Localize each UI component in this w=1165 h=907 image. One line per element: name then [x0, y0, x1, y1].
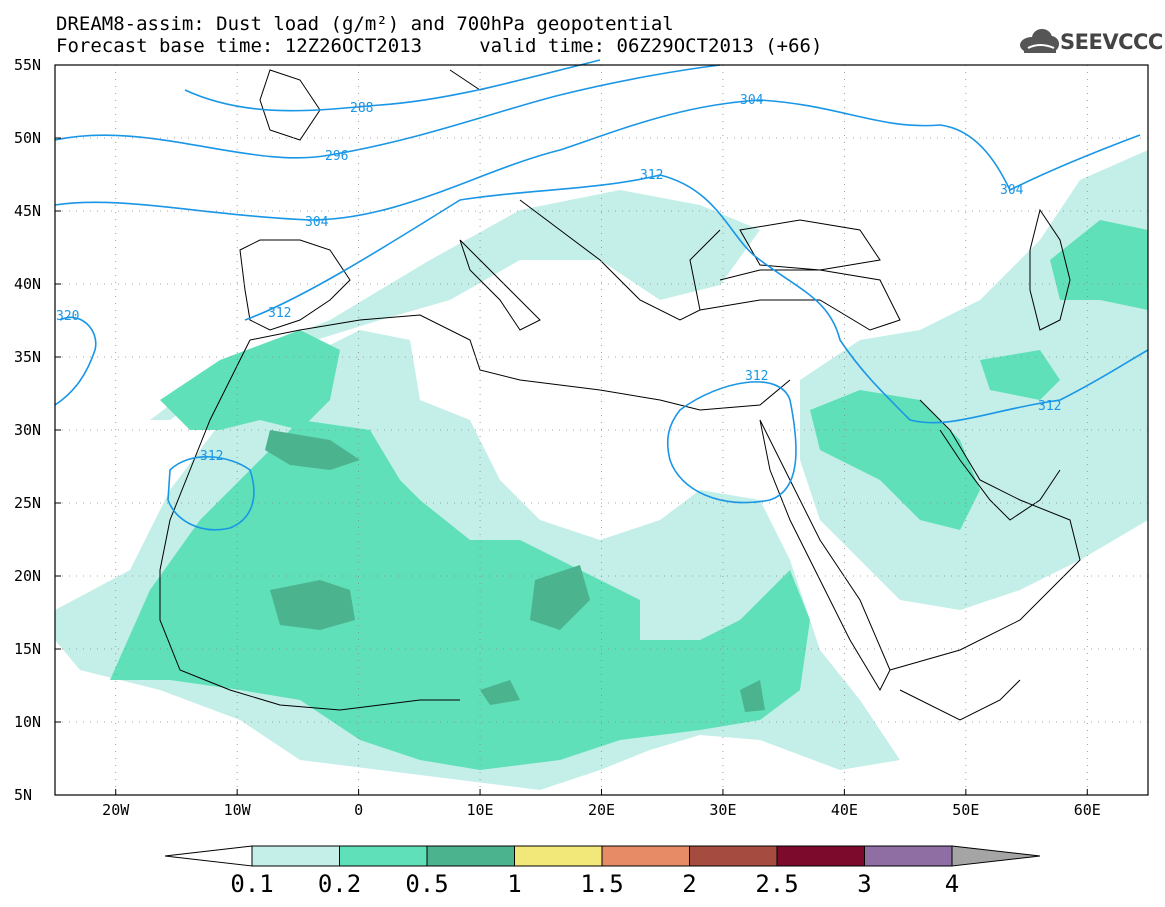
contour-288	[184, 59, 601, 112]
lat-label: 10N	[14, 713, 42, 731]
coastline-turkey	[699, 269, 901, 331]
seevccc-logo	[1020, 29, 1059, 53]
colorbar-label: 1.5	[580, 870, 624, 898]
colorbar-swatch	[251, 845, 340, 867]
contour-label: 320	[56, 309, 79, 324]
lat-label: 45N	[14, 202, 42, 220]
contour-labels: 288 296 304 312 320 304 304 312 312 312 …	[56, 93, 1061, 464]
lat-label: 40N	[14, 275, 42, 293]
coastline-gulf	[939, 429, 1061, 521]
coastlines	[159, 69, 1081, 721]
dust-core-east	[530, 565, 590, 630]
coastline-black-sea	[739, 219, 881, 271]
lon-label: 20W	[102, 801, 130, 819]
lat-label: 25N	[14, 494, 42, 512]
coastline-british-isles	[259, 69, 321, 141]
colorbar-label: 2.5	[755, 870, 799, 898]
lon-label: 20E	[587, 801, 616, 819]
coastline-north-africa	[249, 314, 791, 411]
contour-312-north	[244, 174, 1149, 424]
dust-band-north	[150, 190, 760, 420]
contour-label: 312	[640, 168, 663, 183]
contour-label: 288	[350, 101, 373, 116]
coastline-balkans	[519, 199, 721, 321]
lon-label: 10E	[466, 801, 494, 819]
lat-label: 5N	[14, 786, 33, 804]
map-subtitle-times: Forecast base time: 12Z26OCT2013 valid t…	[56, 35, 823, 57]
dust-caspian-mid	[1050, 220, 1148, 310]
lon-label: 50E	[952, 801, 980, 819]
contour-label: 304	[740, 93, 764, 108]
coastline-east-africa	[899, 679, 1021, 721]
lon-label: 30E	[709, 801, 737, 819]
lat-label: 50N	[14, 129, 42, 147]
cloud-icon	[1020, 29, 1059, 53]
lat-label: 30N	[14, 421, 42, 439]
frame-ticks	[55, 64, 1088, 796]
contour-label: 312	[200, 449, 223, 464]
contour-label: 312	[268, 306, 291, 321]
colorbar-swatches	[251, 845, 953, 867]
dust-core-central	[270, 580, 355, 630]
colorbar-label: 3	[857, 870, 872, 898]
dust-core-sudan	[740, 680, 765, 712]
colorbar-swatch	[339, 845, 428, 867]
lat-label: 20N	[14, 567, 42, 585]
map-title: DREAM8-assim: Dust load (g/m²) and 700hP…	[56, 13, 674, 35]
contour-label: 304	[1000, 183, 1024, 198]
colorbar-right-arrow	[951, 845, 1041, 867]
contour-320	[54, 316, 97, 406]
contour-304-west	[54, 99, 1141, 221]
colorbar-label: 4	[944, 870, 960, 898]
colorbar-label: 2	[682, 870, 697, 898]
coastline-west-africa	[159, 339, 460, 711]
dust-sahara-mid	[110, 420, 810, 770]
dust-atlas-mid	[160, 330, 340, 430]
lat-label: 55N	[14, 56, 42, 74]
colorbar-swatch	[864, 845, 953, 867]
lon-label: 40E	[830, 801, 858, 819]
contour-label: 312	[745, 369, 768, 384]
coastline-caspian	[1029, 208, 1071, 331]
contour-312-egypt	[666, 381, 797, 504]
colorbar-label: 0.2	[317, 870, 362, 898]
colorbar-swatch	[689, 845, 778, 867]
colorbar-swatch	[514, 845, 603, 867]
colorbar-label: 1	[507, 870, 522, 898]
dust-shading	[55, 150, 1148, 790]
logo-text: SEEVCCC	[1060, 30, 1163, 54]
lon-label: 0	[354, 801, 364, 819]
coastline-italy	[459, 239, 541, 331]
contour-label: 296	[325, 149, 348, 164]
contour-296	[54, 64, 721, 159]
colorbar-swatch	[776, 845, 865, 867]
colorbar-swatch	[601, 845, 690, 867]
colorbar-left-arrow	[164, 845, 253, 867]
geopotential-contours	[54, 59, 1149, 531]
lat-label: 35N	[14, 348, 42, 366]
colorbar-label: 0.5	[405, 870, 449, 898]
coastline-iberia	[239, 239, 351, 331]
dust-core-chad	[480, 680, 520, 705]
colorbar-swatch	[426, 845, 515, 867]
dust-arabia-mid	[810, 390, 980, 530]
colorbar-label: 0.1	[230, 870, 274, 898]
lat-label: 15N	[14, 640, 42, 658]
contour-312-morocco	[167, 456, 255, 531]
contour-label: 312	[1038, 399, 1061, 414]
dust-iran-mid	[980, 350, 1060, 400]
lon-label: 10W	[223, 801, 251, 819]
coastline-arabia	[889, 399, 1081, 671]
dust-core-west	[265, 430, 360, 470]
contour-label: 304	[305, 215, 329, 230]
lon-label: 60E	[1073, 801, 1101, 819]
